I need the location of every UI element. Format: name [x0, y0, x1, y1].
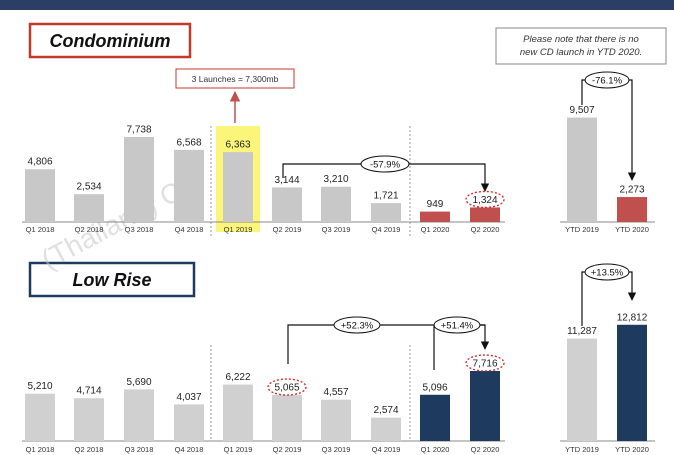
condo-bar-q2-2020-value-label: 1,324 [472, 195, 497, 206]
condo-bar-q2-2019-category-label: Q2 2019 [273, 225, 302, 234]
lowrise-bar-q1-2018 [25, 393, 55, 441]
condo-bar-q1-2018-category-label: Q1 2018 [26, 225, 55, 234]
condo-title-box [28, 22, 192, 59]
condo-bar-q3-2018-value-label: 7,738 [126, 125, 151, 136]
launch-callout-box [175, 68, 295, 89]
lowrise-bar-ytd-2020 [617, 324, 647, 441]
lowrise-yoy-change-oval [333, 316, 381, 334]
condo-bar-q3-2019 [321, 186, 351, 222]
lowrise-bar-q2-2020-value-highlight [465, 354, 505, 372]
condo-bar-q2-2020-category-label: Q2 2020 [471, 225, 500, 234]
lowrise-bar-q2-2019 [272, 395, 302, 441]
condo-bar-q1-2018-value-label: 4,806 [27, 157, 52, 168]
lowrise-bar-q2-2018-category-label: Q2 2018 [75, 445, 104, 454]
lowrise-bar-q1-2018-category-label: Q1 2018 [26, 445, 55, 454]
lowrise-ytd-change-oval [584, 263, 630, 281]
lowrise-bar-q2-2018-value-label: 4,714 [76, 386, 101, 397]
lowrise-bar-q3-2018-value-label: 5,690 [126, 377, 151, 388]
lowrise-bar-q2-2019-value-label: 5,065 [274, 383, 299, 394]
condo-bar-q3-2019-category-label: Q3 2019 [322, 225, 351, 234]
condo-bar-q3-2018-category-label: Q3 2018 [125, 225, 154, 234]
lowrise-bar-q3-2019-category-label: Q3 2019 [322, 445, 351, 454]
lowrise-bar-q1-2020 [420, 394, 450, 441]
lowrise-yoy-change-label: +52.3% [341, 321, 374, 332]
condo-bar-q4-2019 [371, 203, 401, 222]
condo-bar-q1-2020-category-label: Q1 2020 [421, 225, 450, 234]
condo-bar-q2-2018 [74, 194, 104, 222]
condo-bar-ytd-2020-category-label: YTD 2020 [615, 225, 649, 234]
lowrise-title: Low Rise [72, 270, 151, 290]
lowrise-bar-q1-2019-value-label: 6,222 [225, 372, 250, 383]
condo-bar-ytd-2020 [617, 197, 647, 222]
note-line-1: Please note that there is no [523, 34, 639, 45]
lowrise-bar-q3-2018-category-label: Q3 2018 [125, 445, 154, 454]
condo-bar-q4-2018-value-label: 6,568 [176, 137, 201, 148]
lowrise-bar-q1-2019-category-label: Q1 2019 [224, 445, 253, 454]
lowrise-bar-q3-2019-value-label: 4,557 [323, 387, 348, 398]
chart-marks: Q1 2018 4,806 Q2 2018 2,534 Q3 2018 7,738 Q4 2… [25, 105, 649, 454]
condo-q2-change-oval [360, 155, 410, 173]
condo-bar-q2-2018-category-label: Q2 2018 [75, 225, 104, 234]
note-box [495, 27, 667, 65]
condo-bar-q1-2018 [25, 169, 55, 222]
lowrise-bar-q4-2019-category-label: Q4 2019 [372, 445, 401, 454]
condo-bar-q4-2019-value-label: 1,721 [373, 191, 398, 202]
condo-bar-q4-2018-category-label: Q4 2018 [175, 225, 204, 234]
condo-bar-q1-2019-value-label: 6,363 [225, 140, 250, 151]
lowrise-bar-q1-2019 [223, 384, 253, 441]
launch-callout-text: 3 Launches = 7,300mb [192, 74, 279, 84]
lowrise-qoq-change-label: +51.4% [441, 321, 474, 332]
lowrise-title-box [28, 261, 196, 298]
lowrise-bar-q4-2018-value-label: 4,037 [176, 392, 201, 403]
condo-bar-ytd-2019-value-label: 9,507 [569, 105, 594, 116]
lowrise-bar-ytd-2020-value-label: 12,812 [617, 312, 648, 323]
condo-bar-q2-2018-value-label: 2,534 [76, 182, 101, 193]
lowrise-bar-q2-2019-category-label: Q2 2019 [273, 445, 302, 454]
condo-q2-change-label: -57.9% [370, 160, 401, 171]
condo-bar-q1-2019 [223, 152, 253, 222]
condo-ytd-change-label: -76.1% [592, 76, 623, 87]
lowrise-bar-q1-2020-value-label: 5,096 [422, 382, 447, 393]
lowrise-bar-q2-2020-category-label: Q2 2020 [471, 445, 500, 454]
condo-bar-q4-2018 [174, 149, 204, 222]
condo-bar-q1-2020 [420, 211, 450, 222]
condo-bar-ytd-2019 [567, 117, 597, 222]
condo-bar-q3-2018 [124, 137, 154, 222]
top-accent-bar [0, 0, 674, 10]
condo-bar-q4-2019-category-label: Q4 2019 [372, 225, 401, 234]
condo-bar-q2-2020 [470, 207, 500, 222]
lowrise-bar-q3-2018 [124, 389, 154, 441]
lowrise-ytd-change-label: +13.5% [591, 268, 624, 279]
lowrise-bar-ytd-2020-category-label: YTD 2020 [615, 445, 649, 454]
lowrise-bar-q4-2019 [371, 417, 401, 441]
condo-bar-q1-2020-value-label: 949 [427, 199, 444, 210]
lowrise-yoy-connector [287, 324, 490, 364]
condo-bar-q1-2019-category-label: Q1 2019 [224, 225, 253, 234]
condo-bar-ytd-2020-value-label: 2,273 [619, 185, 644, 196]
lowrise-bar-q3-2019 [321, 399, 351, 441]
lowrise-bar-q2-2018 [74, 398, 104, 441]
note-line-2: new CD launch in YTD 2020. [520, 47, 642, 58]
lowrise-bar-q1-2018-value-label: 5,210 [27, 381, 52, 392]
lowrise-bar-q4-2018 [174, 404, 204, 441]
lowrise-bar-q2-2019-value-highlight [267, 378, 307, 396]
lowrise-bar-q2-2020 [470, 371, 500, 441]
lowrise-bar-q1-2020-category-label: Q1 2020 [421, 445, 450, 454]
lowrise-bar-ytd-2019-category-label: YTD 2019 [565, 445, 599, 454]
lowrise-bar-q4-2018-category-label: Q4 2018 [175, 445, 204, 454]
lowrise-bar-q4-2019-value-label: 2,574 [373, 405, 398, 416]
lowrise-bar-ytd-2019-value-label: 11,287 [567, 326, 597, 337]
condo-bar-q3-2019-value-label: 3,210 [323, 174, 348, 185]
lowrise-bar-q2-2020-value-label: 7,716 [472, 359, 497, 370]
lowrise-bar-ytd-2019 [567, 338, 597, 441]
lowrise-qoq-change-oval [433, 316, 481, 334]
condo-bar-q2-2020-value-highlight [465, 190, 505, 209]
condo-title: Condominium [50, 31, 171, 51]
condo-ytd-change-oval [584, 71, 630, 89]
condo-bar-q2-2019-value-label: 3,144 [274, 175, 299, 186]
condo-bar-ytd-2019-category-label: YTD 2019 [565, 225, 599, 234]
condo-bar-q2-2019 [272, 187, 302, 222]
